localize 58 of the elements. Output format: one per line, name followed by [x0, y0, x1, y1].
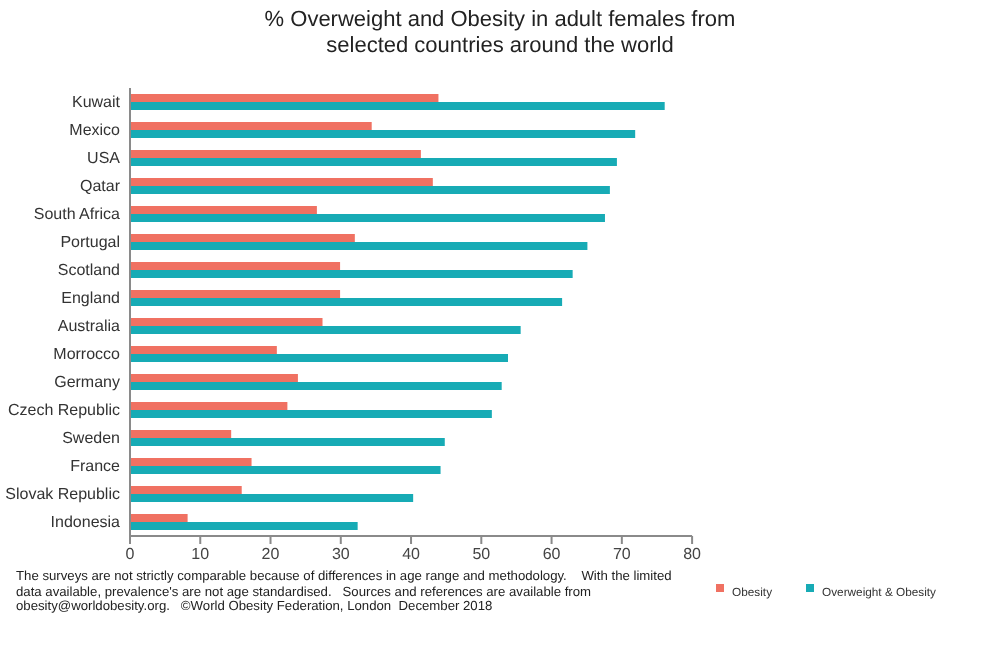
bar — [130, 346, 277, 354]
bar — [130, 466, 441, 474]
y-tick-label: France — [70, 457, 122, 476]
bar — [130, 234, 355, 242]
bar — [130, 270, 573, 278]
x-tick-label: 40 — [402, 545, 422, 564]
x-tick-label: 60 — [542, 545, 562, 564]
y-tick-label: Sweden — [62, 429, 120, 448]
bar — [130, 206, 317, 214]
y-tick-label: Qatar — [79, 177, 121, 196]
y-tick-label: Slovak Republic — [5, 485, 120, 504]
bar — [130, 458, 252, 466]
bar — [130, 382, 502, 390]
x-tick-label: 50 — [472, 545, 492, 564]
y-tick-label: Germany — [54, 373, 120, 392]
x-tick-label: 80 — [683, 545, 703, 564]
bar — [130, 262, 341, 270]
bar — [130, 318, 323, 326]
bar — [130, 486, 242, 494]
bar — [130, 242, 588, 250]
x-tick-label: 70 — [612, 545, 632, 564]
bar — [130, 326, 521, 334]
bar — [130, 514, 188, 522]
y-tick-label: USA — [87, 149, 122, 168]
x-tick-label: 30 — [331, 545, 351, 564]
bar — [130, 186, 610, 194]
y-tick-label: Indonesia — [50, 513, 122, 532]
bar — [130, 522, 358, 530]
bar — [130, 494, 414, 502]
bar — [130, 298, 563, 306]
bar — [130, 122, 372, 130]
bar — [130, 374, 298, 382]
x-tick-label: 10 — [191, 545, 211, 564]
bar — [130, 290, 341, 298]
y-tick-label: England — [61, 289, 120, 308]
bar — [130, 402, 288, 410]
y-tick-label: Scotland — [57, 261, 120, 280]
bar — [130, 354, 509, 362]
chart-title: % Overweight and Obesity in adult females from selected countries around the world — [262, 8, 738, 60]
y-tick-label: Morrocco — [53, 345, 122, 364]
bar — [130, 158, 617, 166]
bar — [130, 130, 636, 138]
bar — [130, 410, 492, 418]
y-tick-label: Kuwait — [71, 93, 122, 112]
bar — [130, 438, 445, 446]
x-tick-label: 20 — [261, 545, 281, 564]
y-tick-label: Mexico — [69, 121, 122, 140]
bar — [130, 214, 605, 222]
bar — [130, 430, 232, 438]
bar — [130, 94, 439, 102]
y-tick-label: South Africa — [33, 205, 122, 224]
y-tick-label: Portugal — [60, 233, 121, 252]
x-tick-label: 0 — [125, 545, 136, 564]
bar — [130, 102, 665, 110]
y-tick-label: Czech Republic — [7, 401, 120, 420]
bar — [130, 178, 433, 186]
y-tick-label: Australia — [57, 317, 122, 336]
bar — [130, 150, 421, 158]
